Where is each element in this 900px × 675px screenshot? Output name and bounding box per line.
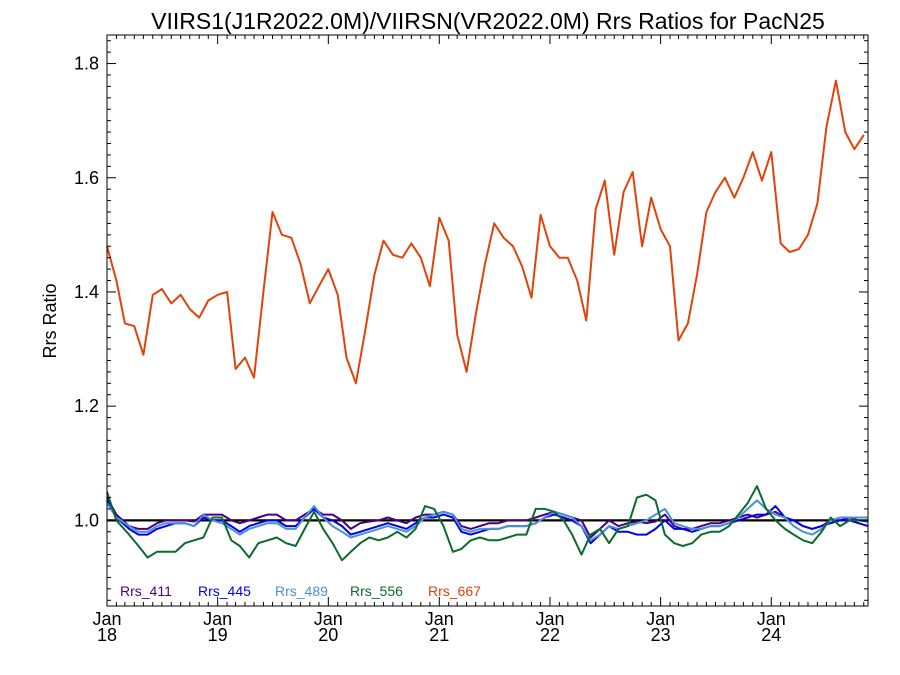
- series-line-rrs-489: [106, 499, 868, 542]
- x-tick-label-month: Jan: [314, 609, 343, 629]
- y-tick-label: 1.8: [74, 54, 99, 74]
- x-tick-label-year: 18: [97, 625, 117, 645]
- y-tick-label: 1.6: [74, 168, 99, 188]
- series-line-rrs-556: [106, 485, 868, 562]
- x-tick-label-month: Jan: [535, 609, 564, 629]
- x-tick-label-year: 21: [429, 625, 449, 645]
- chart-title: VIIRS1(J1R2022.0M)/VIIRSN(VR2022.0M) Rrs…: [151, 8, 825, 34]
- axes-group: 1.01.21.41.61.8Jan18Jan19Jan20Jan21Jan22…: [74, 35, 868, 645]
- x-tick-label-year: 19: [208, 625, 228, 645]
- x-tick-label-month: Jan: [92, 609, 121, 629]
- legend-entry-rrs-411: Rrs_411: [120, 583, 172, 599]
- x-tick-label-year: 22: [540, 625, 560, 645]
- legend-entry-rrs-556: Rrs_556: [350, 583, 403, 599]
- x-tick-label-year: 20: [318, 625, 338, 645]
- y-tick-label: 1.2: [74, 396, 99, 416]
- y-tick-label: 1.4: [74, 282, 99, 302]
- series-group: [106, 79, 869, 562]
- series-line-rrs-445: [106, 499, 869, 545]
- x-tick-label-month: Jan: [757, 609, 786, 629]
- x-tick-label-month: Jan: [646, 609, 675, 629]
- plot-frame: [106, 34, 869, 607]
- legend-entry-rrs-489: Rrs_489: [275, 583, 328, 599]
- x-tick-label-year: 23: [651, 625, 671, 645]
- x-tick-label-month: Jan: [425, 609, 454, 629]
- x-tick-label-year: 24: [761, 625, 781, 645]
- y-tick-label: 1.0: [74, 510, 99, 530]
- series-line-rrs-411: [106, 497, 869, 539]
- x-tick-label-month: Jan: [203, 609, 232, 629]
- y-axis-label: Rrs Ratio: [40, 283, 60, 358]
- series-line-rrs-667: [106, 79, 865, 385]
- legend-entry-rrs-445: Rrs_445: [198, 583, 251, 599]
- legend: Rrs_411 Rrs_445 Rrs_489 Rrs_556 Rrs_667: [120, 583, 481, 599]
- legend-entry-rrs-667: Rrs_667: [428, 583, 481, 599]
